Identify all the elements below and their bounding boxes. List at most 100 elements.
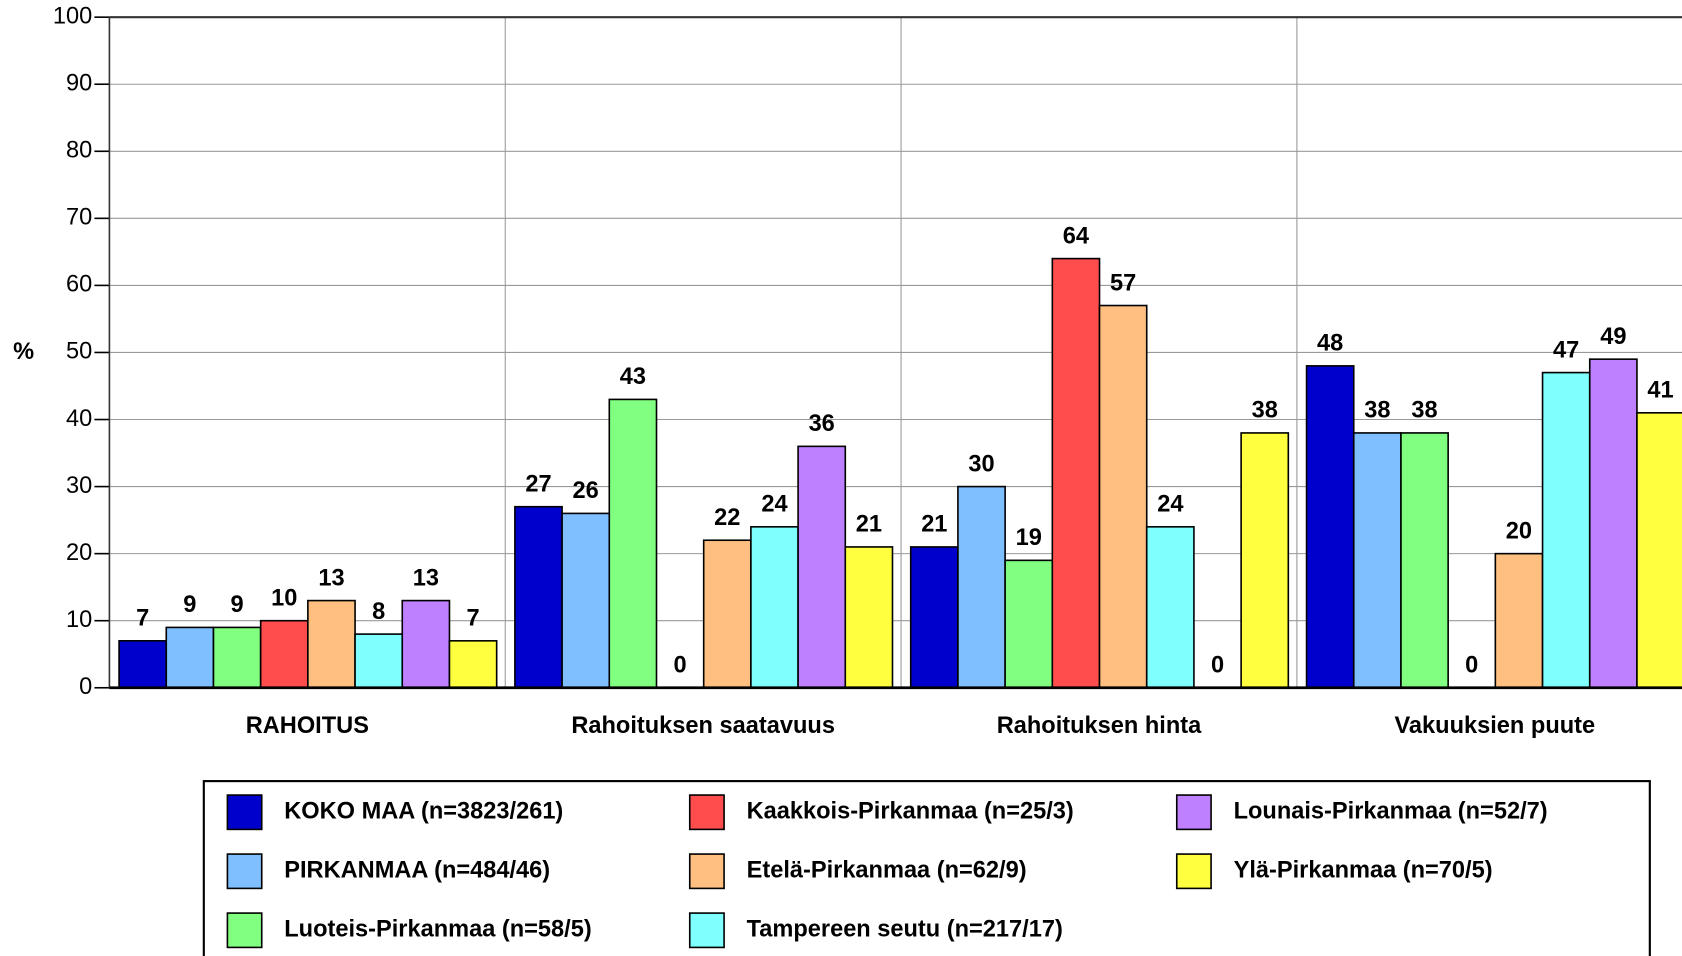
legend-label: Ylä-Pirkanmaa (n=70/5) <box>1234 857 1493 883</box>
value-label: 21 <box>921 512 947 538</box>
bar <box>797 445 847 689</box>
y-tick-label: 40 <box>66 406 92 432</box>
bar <box>1145 526 1195 689</box>
bar <box>702 539 752 689</box>
value-label: 24 <box>761 492 787 518</box>
y-tick-label: 60 <box>66 272 92 298</box>
bar <box>118 640 168 689</box>
legend-swatch <box>1175 853 1212 890</box>
value-label: 30 <box>968 451 994 477</box>
value-label: 36 <box>809 411 835 437</box>
x-tick-label: Vakuuksien puute <box>1394 711 1596 739</box>
value-label: 7 <box>467 606 480 632</box>
value-label: 13 <box>318 565 344 591</box>
legend-label: Luoteis-Pirkanmaa (n=58/5) <box>284 916 591 942</box>
x-tick-label: Rahoituksen saatavuus <box>571 711 835 739</box>
y-tick-label: 0 <box>79 674 92 700</box>
value-label: 9 <box>183 592 196 618</box>
value-label: 43 <box>620 364 646 390</box>
value-label: 26 <box>573 478 599 504</box>
bar <box>909 546 959 689</box>
value-label: 27 <box>525 471 551 497</box>
legend-box <box>202 780 1651 956</box>
value-label: 47 <box>1553 337 1579 363</box>
bar <box>1541 371 1591 689</box>
value-label: 38 <box>1411 398 1437 424</box>
value-label: 38 <box>1364 398 1390 424</box>
y-tick-label: 30 <box>66 473 92 499</box>
value-label: 0 <box>1465 653 1478 679</box>
value-label: 49 <box>1600 324 1626 350</box>
value-label: 24 <box>1157 492 1183 518</box>
legend-swatch <box>1175 794 1212 831</box>
y-tick-label: 90 <box>66 70 92 96</box>
bar <box>844 546 894 689</box>
x-tick-label-box: Vakuuksien puute <box>1394 711 1596 739</box>
bar <box>212 626 262 689</box>
bar <box>354 633 404 689</box>
value-label: 7 <box>136 606 149 632</box>
legend-swatch <box>688 794 725 831</box>
value-label: 20 <box>1506 518 1532 544</box>
y-tick-label: 80 <box>66 138 92 164</box>
legend-swatch <box>226 912 263 949</box>
bar <box>1004 559 1054 689</box>
bar <box>514 505 563 689</box>
bar <box>1494 552 1544 689</box>
value-label: 0 <box>674 653 687 679</box>
value-label: 21 <box>856 512 882 538</box>
legend-swatch <box>688 912 725 949</box>
y-axis-label: % <box>13 339 34 365</box>
value-label: 38 <box>1252 398 1278 424</box>
bar <box>448 640 498 689</box>
y-tick-label: 50 <box>66 339 92 365</box>
y-tick-label: 70 <box>66 205 92 231</box>
bar <box>259 619 309 689</box>
bar <box>1240 432 1290 689</box>
legend-swatch <box>226 794 263 831</box>
value-label: 0 <box>1211 653 1224 679</box>
legend-label: Etelä-Pirkanmaa (n=62/9) <box>747 857 1027 883</box>
value-label: 41 <box>1647 378 1673 404</box>
legend-label: Lounais-Pirkanmaa (n=52/7) <box>1234 798 1548 824</box>
bar <box>1051 257 1101 689</box>
legend-label: Kaakkois-Pirkanmaa (n=25/3) <box>747 798 1074 824</box>
bar <box>1636 412 1682 689</box>
bar <box>1305 365 1355 689</box>
bar <box>750 526 799 689</box>
legend-label: PIRKANMAA (n=484/46) <box>284 857 550 883</box>
x-tick-label-box: Rahoituksen saatavuus <box>571 711 835 739</box>
value-label: 64 <box>1063 223 1089 249</box>
value-label: 9 <box>231 592 244 618</box>
value-label: 48 <box>1317 331 1343 357</box>
x-tick-label: Rahoituksen hinta <box>996 711 1202 739</box>
bar <box>561 512 611 689</box>
bar <box>957 485 1006 689</box>
x-tick-label: RAHOITUS <box>245 711 369 739</box>
bar <box>1400 432 1449 689</box>
value-label: 8 <box>372 599 385 625</box>
legend-swatch <box>226 853 263 890</box>
legend-swatch <box>688 853 725 890</box>
value-label: 10 <box>271 585 297 611</box>
legend-label: KOKO MAA (n=3823/261) <box>284 798 563 824</box>
y-tick-label: 20 <box>66 540 92 566</box>
x-tick-label-box: RAHOITUS <box>245 711 369 739</box>
value-label: 57 <box>1110 270 1136 296</box>
bar <box>608 398 658 689</box>
value-label: 22 <box>714 505 740 531</box>
x-tick-label-box: Rahoituksen hinta <box>996 711 1202 739</box>
value-label: 13 <box>413 565 439 591</box>
bar <box>165 626 215 689</box>
bar <box>1098 304 1148 689</box>
value-label: 19 <box>1016 525 1042 551</box>
bar <box>1588 358 1638 689</box>
y-tick-label: 100 <box>53 3 92 29</box>
bar <box>401 599 451 689</box>
legend-label: Tampereen seutu (n=217/17) <box>747 916 1063 942</box>
y-tick-label: 10 <box>66 607 92 633</box>
bar <box>307 599 356 689</box>
bar <box>1352 432 1402 689</box>
